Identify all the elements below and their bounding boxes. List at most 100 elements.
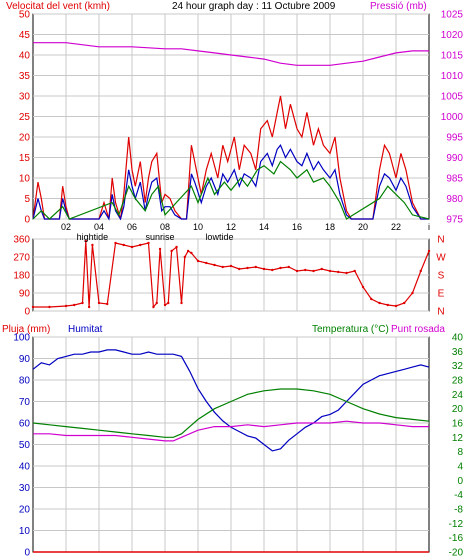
direction-point [183,255,186,259]
direction-point [419,269,422,273]
direction-point [295,269,299,273]
x-tick-label: 06 [127,222,137,232]
chart-title: 24 hour graph day : 11 Octubre 2009 [172,1,336,12]
x-tick-label: 14 [259,222,269,232]
y2-tick-label: 40 [452,333,464,344]
rain-axis-label: Pluja (mm) [2,324,50,335]
tide-label: lowtide [205,232,233,242]
y2-tick-label: 24 [452,390,464,401]
y-tick-label: 90 [19,354,31,365]
direction-point [186,249,190,253]
direction-point [64,304,68,308]
direction-point [411,291,414,295]
x-tick-label: 08 [160,222,170,232]
direction-point [97,301,101,305]
y-tick-label: 70 [19,397,31,408]
y-tick-label: 0 [24,215,30,226]
direction-point [238,267,241,271]
direction-point [304,268,307,272]
series-humidity [32,349,430,452]
direction-point [337,270,340,274]
direction-point [221,265,224,269]
direction-point [378,301,381,305]
direction-point [196,259,200,263]
direction-point [48,305,51,309]
x-tick-label: i [428,222,430,232]
direction-point [155,301,158,305]
direction-point [254,265,257,269]
direction-point [312,269,315,273]
tide-label: hightide [77,232,109,242]
y2-tick-label: 1010 [441,71,464,82]
y2-tick-label: 20 [452,404,464,415]
compass-label: N [437,307,444,318]
x-tick-label: 04 [94,222,104,232]
direction-point [361,285,365,289]
y2-tick-label: 32 [452,361,464,372]
series-wind_low [32,160,430,220]
y2-tick-label: 1020 [441,30,464,41]
y2-tick-label: -20 [449,548,464,556]
y2-tick-label: 1025 [441,10,464,21]
y-tick-label: 20 [19,133,31,144]
y-tick-label: 0 [24,548,30,556]
direction-point [190,251,193,255]
direction-point [163,303,167,307]
direction-point [279,266,282,270]
series-pressure [33,42,429,66]
direction-point [91,243,94,247]
temperature-axis-label: Temperatura (°C) [312,324,389,335]
y2-tick-label: 4 [457,462,463,473]
direction-point [114,241,117,245]
direction-point [353,269,356,273]
y2-tick-label: 16 [452,419,464,430]
direction-point [271,268,274,272]
y2-tick-label: 1015 [441,51,464,62]
direction-point [167,301,170,305]
direction-point [170,249,173,253]
x-tick-label: 20 [358,222,368,232]
x-tick-label: 12 [226,222,236,232]
y-tick-label: 25 [19,112,31,123]
y2-tick-label: 990 [446,153,463,164]
pressure-axis-label: Pressió (mb) [370,1,427,12]
y2-tick-label: 28 [452,376,464,387]
y2-tick-label: -4 [454,490,463,501]
y-tick-label: 40 [19,51,31,62]
y-tick-label: 100 [13,333,30,344]
direction-point [158,247,162,251]
direction-point [403,301,406,305]
y2-tick-label: 1000 [441,112,464,123]
direction-point [386,303,389,307]
y2-tick-label: -12 [449,519,464,530]
direction-point [147,241,150,245]
direction-point [175,245,178,249]
y-tick-label: 80 [19,376,31,387]
direction-point [205,261,208,265]
direction-point [180,301,183,305]
direction-point [229,264,233,268]
x-tick-label: 10 [193,222,203,232]
direction-point [394,304,398,308]
direction-point [106,302,109,306]
y-tick-label: 10 [19,174,31,185]
y-tick-label: 60 [19,419,31,430]
direction-point [152,305,155,309]
direction-point [328,269,332,273]
y-tick-label: 20 [19,505,31,516]
direction-point [139,243,142,247]
compass-label: N [437,235,444,246]
y2-tick-label: 12 [452,433,464,444]
y2-tick-label: -16 [449,533,464,544]
y-tick-label: 90 [19,289,31,300]
dewpoint-axis-label: Punt rosada [391,324,445,335]
tide-label: sunrise [146,232,175,242]
y2-tick-label: 980 [446,194,463,205]
wind-axis-label: Velocitat del vent (kmh) [6,1,110,12]
y-tick-label: 180 [13,271,30,282]
direction-point [31,305,35,309]
y-tick-label: 270 [13,253,30,264]
y-tick-label: 360 [13,235,30,246]
direction-point [84,239,88,243]
y2-tick-label: 985 [446,174,463,185]
